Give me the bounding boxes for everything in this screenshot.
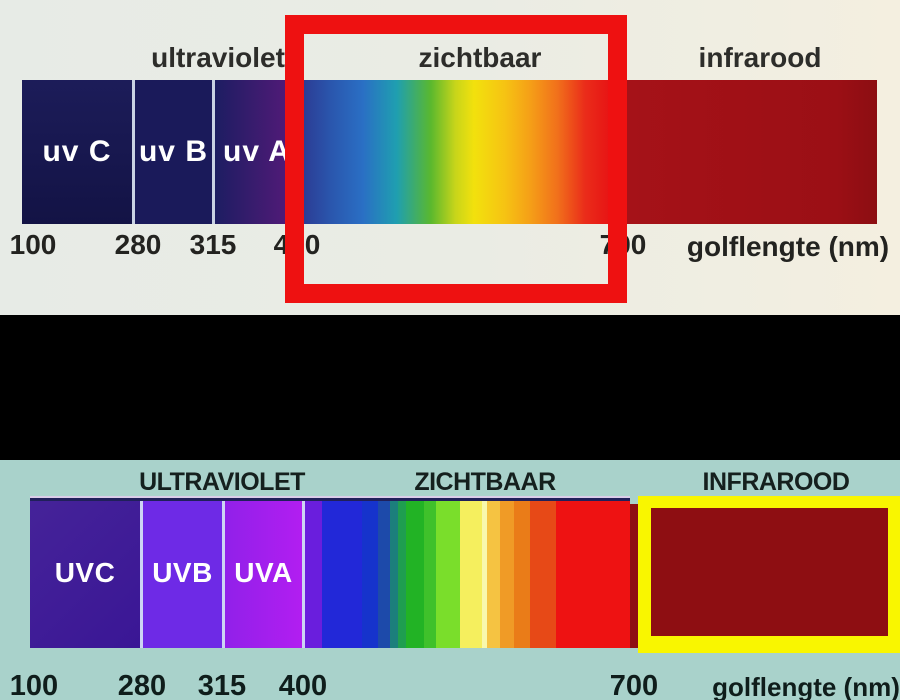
black-separator (0, 315, 900, 460)
visible-spectrum-stripes (305, 498, 630, 648)
region-label-ultraviolet: ULTRAVIOLET (139, 468, 305, 496)
region-label-infrarood: INFRAROOD (702, 468, 850, 496)
wavelength-tick: 280 (114, 229, 162, 260)
wavelength-tick: 315 (197, 670, 247, 700)
wavelength-tick: 280 (117, 670, 167, 700)
uv-band-uvc: uv C (22, 80, 132, 224)
region-label-ultraviolet: ultraviolet (151, 42, 285, 73)
infrared-fill (651, 508, 888, 636)
wavelength-tick: 100 (9, 229, 57, 260)
band-divider (140, 498, 143, 648)
uv-band-uva: UVA (225, 498, 302, 648)
infrared-band (630, 504, 638, 648)
axis-label-wavelength: golflengte (nm) (686, 231, 890, 262)
region-label-zichtbaar: zichtbaar (418, 42, 542, 73)
bar-top-edge (30, 498, 630, 501)
band-divider (132, 80, 135, 224)
visible-spectrum-gradient (301, 80, 610, 224)
region-label-infrarood: infrarood (698, 42, 822, 73)
band-divider (302, 498, 305, 648)
band-divider (212, 80, 215, 224)
uv-band-label: UVB (152, 557, 213, 588)
axis-label-wavelength: golflengte (nm) (712, 672, 900, 700)
uv-band-label: uv B (138, 135, 208, 168)
bottom-spectrum-diagram: ULTRAVIOLET ZICHTBAAR INFRAROOD UVC UVB … (0, 460, 900, 700)
bar-top-edge (30, 496, 630, 498)
band-divider (222, 498, 225, 648)
wavelength-tick: 400 (278, 670, 328, 700)
uv-band-uvc: UVC (30, 498, 140, 648)
uv-band-uvb: UVB (143, 498, 222, 648)
wavelength-tick: 700 (609, 670, 659, 700)
top-spectrum-diagram: ultraviolet zichtbaar infrarood uv C uv … (0, 0, 900, 315)
red-highlight-box (285, 15, 627, 303)
uv-band-uvb: uv B (135, 80, 212, 224)
yellow-highlight-box (638, 496, 900, 653)
wavelength-tick: 100 (9, 670, 59, 700)
uv-band-label: UVA (234, 557, 293, 588)
uv-band-label: UVC (54, 557, 116, 588)
spectrum-bar: uv C uv B uv A (22, 80, 878, 224)
wavelength-tick: 315 (189, 229, 237, 260)
uv-band-label: uv C (42, 135, 112, 168)
infrared-band (610, 80, 877, 224)
region-label-zichtbaar: ZICHTBAAR (414, 468, 556, 496)
uv-band-label: uv A (223, 135, 291, 168)
